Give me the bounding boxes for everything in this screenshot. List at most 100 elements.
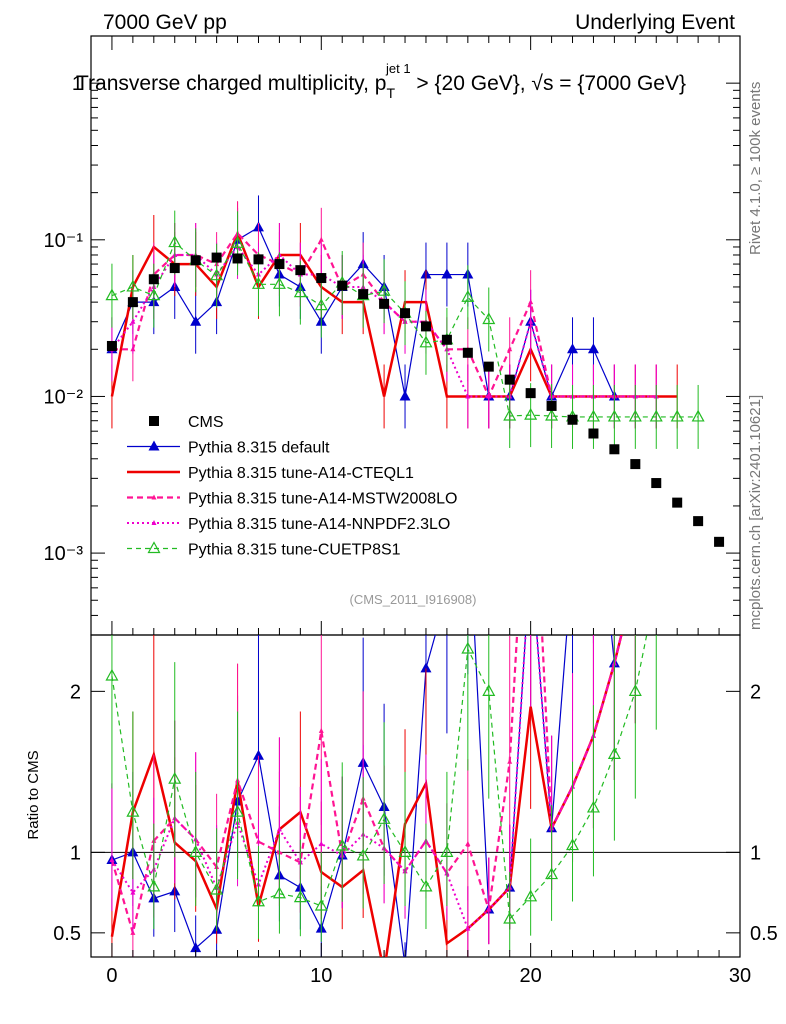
- ratio-point-default: [525, 547, 536, 557]
- plot-title: Transverse charged multiplicity, pTjet 1…: [76, 61, 686, 101]
- legend-label: Pythia 8.315 tune-A14-NNPDF2.3LO: [188, 516, 450, 533]
- point-cuetp8s1: [168, 235, 182, 248]
- cms-data-point: [546, 400, 557, 411]
- point-mstw: [507, 346, 513, 352]
- point-cuetp8s1: [105, 288, 119, 301]
- point-cuetp8s1: [524, 407, 538, 420]
- point-cuetp8s1: [147, 288, 161, 301]
- cms-data-point: [358, 289, 369, 300]
- mcplots-label: mcplots.cern.ch [arXiv:2401.10621]: [747, 395, 764, 630]
- cms-data-point: [672, 497, 683, 508]
- header-left: 7000 GeV pp: [103, 11, 227, 34]
- ratio-panel: 0.5 0.51 12 20 10 20 30: [53, 263, 778, 987]
- ratio-point-cuetp8s1: [210, 882, 224, 895]
- ratio-y-tick-label-right: 0.5: [750, 923, 778, 945]
- cms-data-point: [462, 347, 473, 358]
- point-cuetp8s1: [649, 409, 663, 422]
- point-cuetp8s1: [126, 279, 140, 292]
- ratio-point-cuetp8s1: [251, 894, 265, 907]
- cms-data-point: [274, 259, 285, 270]
- point-nnpdf: [528, 318, 534, 324]
- cms-data-point: [441, 334, 452, 345]
- point-mstw: [318, 236, 324, 242]
- point-cuetp8s1: [251, 277, 265, 289]
- cms-data-point: [483, 361, 494, 372]
- ratio-point-cuetp8s1: [651, 582, 662, 592]
- header-right: Underlying Event: [575, 11, 735, 34]
- cms-data-point: [567, 414, 578, 425]
- ratio-point-cuetp8s1: [335, 838, 349, 851]
- main-y-tick-label: 1: [72, 73, 83, 95]
- legend-marker-cuetp8s1: [147, 541, 161, 554]
- ratio-point-cuetp8s1: [168, 771, 182, 784]
- ratio-point-cuetp8s1: [126, 804, 140, 817]
- point-default: [587, 343, 599, 354]
- ratio-point-cuetp8s1: [461, 641, 475, 654]
- point-cuetp8s1: [419, 335, 433, 348]
- ratio-point-cuetp8s1: [586, 800, 600, 813]
- ratio-point-mstw: [633, 575, 638, 580]
- cms-data-point: [211, 252, 222, 263]
- legend-label: Pythia 8.315 tune-A14-MSTW2008LO: [188, 491, 457, 508]
- point-nnpdf: [130, 318, 136, 324]
- plot-title-sub: T: [386, 85, 395, 101]
- plot-title-rest: > {20 GeV}, √s = {7000 GeV}: [411, 72, 686, 95]
- ratio-point-mstw: [318, 727, 324, 733]
- ratio-y-tick-label: 0.5: [53, 923, 81, 945]
- ratio-point-nnpdf: [633, 575, 638, 580]
- cms-data-point: [232, 253, 243, 264]
- ratio-point-cuetp8s1: [314, 898, 328, 911]
- ratio-y-tick-label-right: 2: [750, 681, 761, 703]
- ratio-point-cuetp8s1: [693, 263, 704, 273]
- ratio-y-axis-label: Ratio to CMS: [25, 750, 42, 839]
- clip-main-content: [105, 195, 725, 547]
- ratio-point-cuetp8s1: [607, 747, 621, 759]
- point-cuetp8s1: [691, 409, 705, 422]
- ratio-point-cuetp8s1: [503, 911, 517, 924]
- ratio-point-cuetp8s1: [147, 879, 161, 892]
- point-cuetp8s1: [314, 298, 328, 311]
- main-y-tick-label: 10⁻²: [44, 386, 84, 408]
- point-default: [567, 343, 579, 354]
- plot-title-sup: jet 1: [385, 61, 411, 76]
- point-cuetp8s1: [545, 408, 559, 421]
- legend-entry-cuetp8s1: Pythia 8.315 tune-CUETP8S1: [127, 541, 401, 559]
- ratio-point-cuetp8s1: [105, 668, 119, 681]
- cms-data-point: [127, 297, 138, 308]
- point-cuetp8s1: [607, 409, 621, 422]
- point-default: [190, 315, 202, 326]
- legend-entry-cteql1: Pythia 8.315 tune-A14-CTEQL1: [127, 465, 414, 482]
- legend-label: Pythia 8.315 default: [188, 440, 330, 457]
- legend-marker-nnpdf: [151, 520, 157, 525]
- main-panel: 1 10⁻¹ 10⁻² 10⁻³: [44, 35, 741, 636]
- point-cuetp8s1: [482, 312, 496, 325]
- point-nnpdf: [465, 393, 471, 399]
- analysis-watermark: (CMS_2011_I916908): [350, 592, 477, 607]
- x-tick-label: 30: [729, 965, 751, 987]
- cms-data-point: [504, 374, 515, 385]
- main-y-tick-label: 10⁻¹: [44, 230, 84, 252]
- point-cuetp8s1: [628, 409, 642, 422]
- x-tick-label: 10: [310, 965, 332, 987]
- cms-data-point: [420, 321, 431, 332]
- point-default: [441, 268, 453, 279]
- ratio-point-cuetp8s1: [524, 889, 538, 902]
- x-tick-label: 0: [106, 965, 117, 987]
- ratio-point-nnpdf: [130, 889, 136, 895]
- point-cuetp8s1: [231, 236, 245, 248]
- ratio-point-cuetp8s1: [440, 845, 454, 857]
- cms-data-point: [148, 274, 159, 285]
- cms-data-point: [169, 263, 180, 274]
- legend-label: Pythia 8.315 tune-CUETP8S1: [188, 542, 401, 559]
- point-nnpdf: [486, 393, 492, 399]
- point-cuetp8s1: [272, 277, 286, 289]
- ratio-point-cuetp8s1: [482, 684, 496, 696]
- legend-label: Pythia 8.315 tune-A14-CTEQL1: [188, 465, 414, 482]
- ratio-y-tick-label-right: 1: [750, 842, 761, 864]
- cms-data-point: [106, 340, 117, 351]
- legend-entry-cms: CMS: [149, 414, 224, 431]
- legend-entry-default: Pythia 8.315 default: [127, 440, 330, 457]
- ratio-point-default: [588, 452, 599, 462]
- point-cuetp8s1: [210, 268, 224, 281]
